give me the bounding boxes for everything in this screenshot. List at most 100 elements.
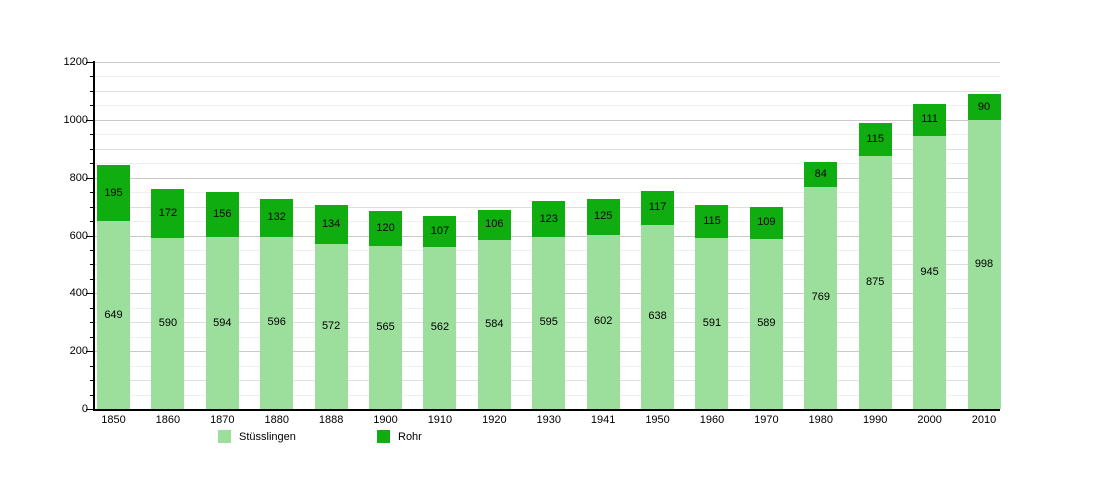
bar-value-label: 998 xyxy=(974,258,994,271)
y-tick-1000 xyxy=(86,119,95,121)
bar-segment-rohr: 172 xyxy=(151,188,185,239)
bar-value-label: 638 xyxy=(648,310,667,323)
bar-segment-stuesslingen: 638 xyxy=(641,224,675,409)
bar-value-label: 125 xyxy=(593,210,613,223)
bar-segment-stuesslingen: 584 xyxy=(477,240,511,409)
bar-value-label: 584 xyxy=(485,318,504,331)
x-axis-label: 1900 xyxy=(373,414,398,426)
bar-value-label: 117 xyxy=(648,201,667,214)
bar-segment-rohr: 132 xyxy=(260,198,294,237)
bar-segment-rohr: 123 xyxy=(532,201,566,237)
y-tick-1200 xyxy=(86,62,95,63)
y-tick-0 xyxy=(86,409,95,410)
x-axis-label: 1930 xyxy=(536,414,561,426)
y-tick-750 xyxy=(90,192,95,194)
bar-value-label: 123 xyxy=(539,212,558,225)
y-axis-label: 1000 xyxy=(63,113,88,126)
x-axis-labels: 1850 1860 1870 1880 1888 1900 1910 1920 1930 1941… xyxy=(95,414,1000,428)
bar-segment-stuesslingen: 649 xyxy=(97,221,130,409)
rohr-legend-swatch xyxy=(377,430,390,443)
bar-segment-stuesslingen: 594 xyxy=(205,237,239,409)
y-axis-label: 600 xyxy=(69,229,88,242)
gridline-1100 xyxy=(95,90,1000,92)
bar-segment-rohr: 107 xyxy=(423,215,457,247)
y-tick-900 xyxy=(90,148,95,150)
y-tick-400 xyxy=(86,293,95,295)
y-tick-150 xyxy=(90,365,95,367)
x-axis-label: 1860 xyxy=(155,414,181,426)
gridline-1000 xyxy=(95,119,1000,121)
bar-value-label: 594 xyxy=(213,316,232,329)
bar-segment-rohr: 115 xyxy=(858,122,892,156)
bar-value-label: 134 xyxy=(321,217,341,230)
bar-value-label: 596 xyxy=(267,316,286,329)
bar-value-label: 565 xyxy=(376,320,395,333)
bar-segment-stuesslingen: 562 xyxy=(423,246,457,409)
y-tick-300 xyxy=(90,322,95,324)
gridline-1150 xyxy=(95,76,1000,78)
y-tick-1050 xyxy=(90,105,95,107)
bar-segment-rohr: 134 xyxy=(314,204,348,244)
x-axis-label: 1950 xyxy=(645,414,670,426)
y-tick-200 xyxy=(86,351,95,353)
bar-value-label: 769 xyxy=(811,291,830,304)
bar-value-label: 111 xyxy=(921,113,938,126)
bar-value-label: 120 xyxy=(376,221,395,234)
bar-segment-stuesslingen: 590 xyxy=(151,238,185,409)
bar-segment-rohr: 109 xyxy=(749,207,783,239)
x-axis-label: 1870 xyxy=(210,414,235,426)
legend-item-rohr: Rohr xyxy=(377,430,422,443)
gridline-750 xyxy=(95,192,1000,194)
bar-value-label: 195 xyxy=(104,186,123,199)
bar-value-label: 591 xyxy=(702,317,722,330)
y-tick-550 xyxy=(90,249,95,251)
bar-segment-rohr: 117 xyxy=(641,190,675,225)
bar-segment-rohr: 156 xyxy=(205,192,239,238)
y-axis-labels: 0 200 400 600 800 1000 1200 xyxy=(20,56,88,415)
gridline-900 xyxy=(95,148,1000,150)
bar-segment-stuesslingen: 945 xyxy=(913,135,947,409)
bar-value-label: 589 xyxy=(757,317,776,330)
x-axis-label: 2000 xyxy=(917,414,942,426)
y-tick-950 xyxy=(90,134,95,136)
x-axis-label: 1910 xyxy=(427,414,453,426)
plot-area: 649 195 590 172 594 156 596 132 572 134 565 120 562 1… xyxy=(86,61,1001,411)
bar-value-label: 602 xyxy=(593,315,613,328)
x-axis-label: 1941 xyxy=(590,414,616,426)
bar-segment-stuesslingen: 602 xyxy=(586,234,620,409)
bar-segment-stuesslingen: 572 xyxy=(314,243,348,409)
y-tick-500 xyxy=(90,264,95,266)
bar-segment-stuesslingen: 769 xyxy=(804,186,838,409)
x-axis-label: 1980 xyxy=(808,414,834,426)
bar-segment-rohr: 106 xyxy=(477,209,511,241)
y-tick-350 xyxy=(90,307,95,309)
gridline-1050 xyxy=(95,105,1000,107)
bar-segment-stuesslingen: 596 xyxy=(260,236,294,409)
legend-item-stuesslingen: Stüsslingen xyxy=(218,430,296,443)
y-tick-700 xyxy=(90,206,95,208)
stuesslingen-legend-label: Stüsslingen xyxy=(239,430,296,443)
bar-segment-rohr: 115 xyxy=(695,204,729,239)
y-tick-450 xyxy=(90,278,95,280)
y-tick-1150 xyxy=(90,76,95,78)
bar-segment-rohr: 125 xyxy=(586,198,620,235)
y-axis-label: 200 xyxy=(69,345,88,358)
bar-value-label: 945 xyxy=(920,265,939,278)
x-axis-label: 1888 xyxy=(318,414,344,426)
y-axis-label: 0 xyxy=(81,403,88,415)
gridline-1200 xyxy=(95,62,1000,63)
x-axis-line xyxy=(93,409,1000,411)
y-tick-600 xyxy=(86,235,95,237)
legend: Stüsslingen Rohr xyxy=(0,430,1100,446)
x-axis-label: 1990 xyxy=(862,414,888,426)
x-axis-label: 2010 xyxy=(971,414,997,426)
bar-value-label: 595 xyxy=(539,316,558,329)
y-axis-label: 400 xyxy=(69,287,88,300)
bar-segment-rohr: 111 xyxy=(913,103,947,136)
bar-segment-stuesslingen: 565 xyxy=(369,245,403,409)
bar-segment-rohr: 84 xyxy=(804,162,838,187)
x-axis-label: 1880 xyxy=(264,414,289,426)
bar-value-label: 84 xyxy=(814,168,827,180)
y-tick-50 xyxy=(90,394,95,396)
